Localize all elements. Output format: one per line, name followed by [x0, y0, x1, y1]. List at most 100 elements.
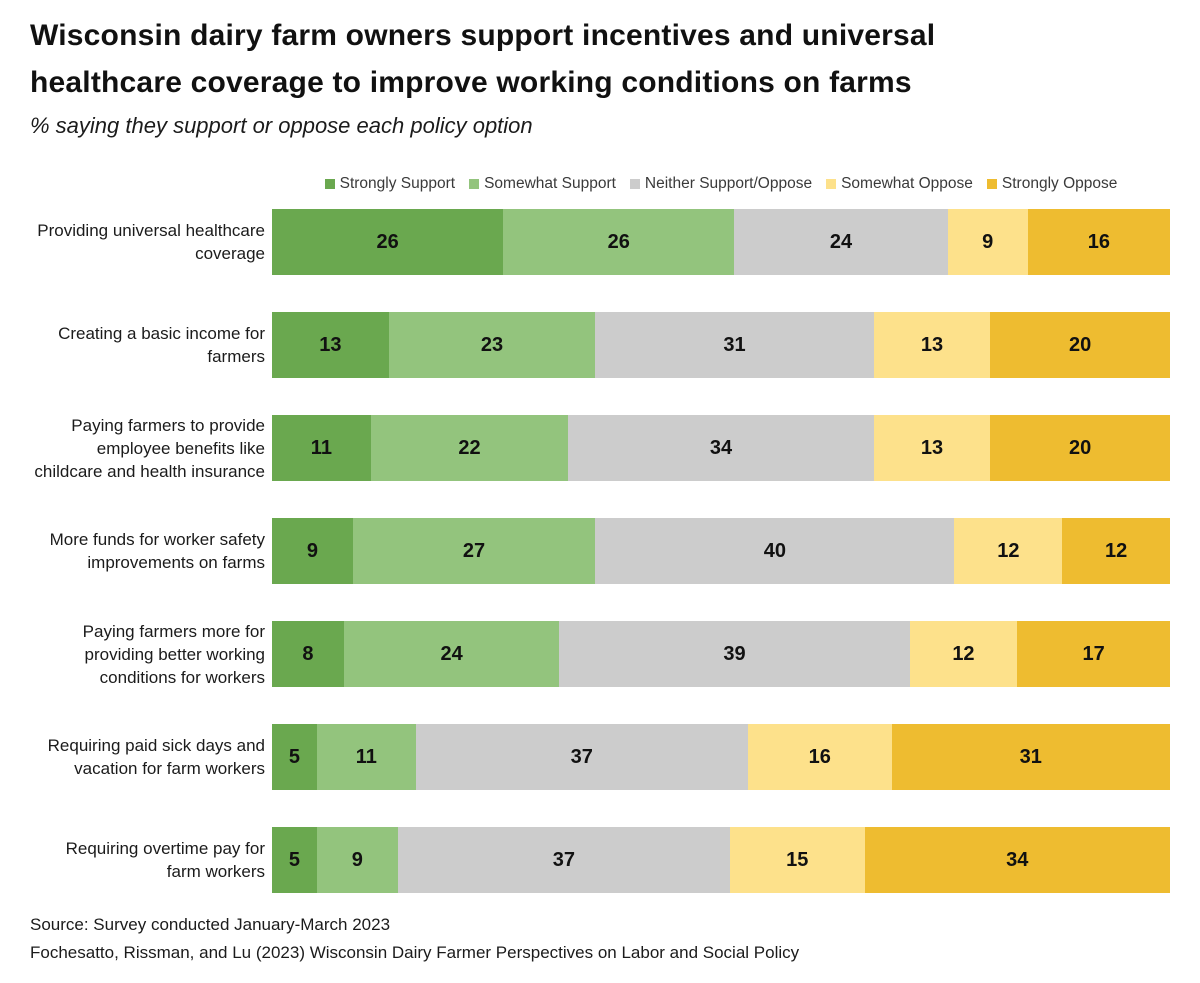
bar-segment: 8 [272, 621, 344, 687]
legend-swatch-icon [986, 179, 997, 189]
row-label: Providing universal healthcare coverage [37, 221, 265, 263]
stacked-bar: 5 11 37 16 31 [272, 724, 1170, 790]
segment-value: 12 [1104, 539, 1128, 562]
segment-value: 17 [1082, 642, 1105, 665]
chart-legend: Strongly Support Somewhat Support Neither … [272, 174, 1170, 194]
bar-segment: 24 [734, 209, 948, 275]
segment-value: 20 [1069, 333, 1092, 356]
legend-swatch-icon [324, 179, 335, 189]
bar-segment: 31 [595, 312, 874, 378]
bar-segment: 12 [1062, 518, 1170, 584]
bar-row: Creating a basic income for farmers 13 23 3… [30, 312, 1170, 378]
bar-row: Requiring paid sick days and vacation fo… [30, 724, 1170, 790]
segment-value: 26 [607, 230, 630, 253]
title-line-1: Wisconsin dairy farm owners support ince… [30, 19, 936, 52]
bar-row: Paying farmers to provide employee benef… [30, 415, 1170, 481]
legend-item: Neither Support/Oppose [629, 175, 813, 193]
stacked-bar: 8 24 39 12 17 [272, 621, 1170, 687]
segment-value: 23 [480, 333, 504, 356]
row-label: Creating a basic income for farmers [58, 324, 265, 366]
legend-swatch-icon [629, 179, 640, 189]
segment-value: 13 [920, 436, 944, 459]
legend-label: Neither Support/Oppose [644, 175, 813, 192]
segment-value: 5 [288, 848, 300, 871]
segment-value: 16 [808, 745, 831, 768]
legend-label: Strongly Oppose [1001, 175, 1118, 192]
segment-value: 9 [306, 539, 318, 562]
segment-value: 37 [552, 848, 575, 871]
legend-label: Somewhat Oppose [841, 175, 973, 192]
bar-segment: 24 [343, 621, 560, 687]
page-title: Wisconsin dairy farm owners support ince… [30, 12, 1170, 106]
legend-label: Strongly Support [339, 175, 456, 192]
bar-segment: 34 [864, 827, 1170, 893]
source-line-1: Source: Survey conducted January-March 2… [30, 915, 391, 934]
row-label: Requiring overtime pay for farm workers [65, 839, 265, 881]
bar-segment: 11 [272, 415, 371, 481]
segment-value: 34 [709, 436, 733, 459]
segment-value: 31 [723, 333, 746, 356]
segment-value: 11 [310, 436, 332, 459]
bar-segment: 16 [747, 724, 892, 790]
bar-segment: 12 [954, 518, 1063, 584]
segment-value: 24 [440, 642, 463, 665]
stacked-bar: 11 22 34 13 20 [272, 415, 1170, 481]
bar-segment: 39 [559, 621, 910, 687]
segment-value: 12 [952, 642, 975, 665]
legend-item: Somewhat Support [469, 175, 616, 193]
segment-value: 27 [462, 539, 486, 562]
legend-item: Strongly Support [324, 175, 456, 193]
bar-segment: 34 [568, 415, 874, 481]
bar-rows: Providing universal healthcare coverage 2… [30, 209, 1170, 893]
segment-value: 24 [829, 230, 853, 253]
legend-label: Somewhat Support [484, 175, 616, 192]
stacked-bar: 26 26 24 9 16 [272, 209, 1170, 275]
stacked-bar: 5 9 37 15 34 [272, 827, 1170, 893]
bar-segment: 17 [1017, 621, 1170, 687]
legend-item: Strongly Oppose [986, 175, 1118, 193]
segment-value: 20 [1069, 436, 1092, 459]
row-label: Paying farmers to provide employee benef… [34, 415, 265, 481]
segment-value: 15 [786, 848, 809, 871]
bar-segment: 37 [415, 724, 748, 790]
segment-value: 31 [1019, 745, 1042, 768]
row-label: More funds for worker safety improvement… [49, 530, 265, 572]
bar-segment: 9 [947, 209, 1028, 275]
bar-row: Providing universal healthcare coverage 2… [30, 209, 1170, 275]
bar-segment: 11 [316, 724, 416, 790]
bar-segment: 13 [272, 312, 389, 378]
segment-value: 12 [997, 539, 1020, 562]
bar-segment: 22 [370, 415, 569, 481]
bar-segment: 37 [397, 827, 730, 893]
segment-value: 22 [458, 436, 481, 459]
chart-subtitle: % saying they support or oppose each pol… [30, 113, 533, 138]
legend-swatch-icon [469, 179, 480, 189]
bar-row: Paying farmers more for providing better… [30, 621, 1170, 687]
segment-value: 8 [302, 642, 314, 665]
bar-segment: 26 [272, 209, 504, 275]
title-line-2: healthcare coverage to improve working c… [30, 66, 912, 99]
bar-segment: 5 [272, 724, 317, 790]
segment-value: 11 [355, 745, 377, 768]
segment-value: 26 [376, 230, 399, 253]
bar-segment: 9 [272, 518, 353, 584]
bar-segment: 5 [272, 827, 317, 893]
segment-value: 9 [982, 230, 994, 253]
bar-segment: 20 [990, 415, 1170, 481]
bar-segment: 9 [316, 827, 398, 893]
row-label: Requiring paid sick days and vacation fo… [47, 736, 265, 778]
source-note: Source: Survey conducted January-March 2… [30, 911, 1170, 967]
stacked-bar: 13 23 31 13 20 [272, 312, 1170, 378]
bar-row: Requiring overtime pay for farm workers 5… [30, 827, 1170, 893]
bar-segment: 20 [990, 312, 1170, 378]
bar-segment: 16 [1027, 209, 1170, 275]
row-label: Paying farmers more for providing better… [82, 621, 265, 687]
bar-segment: 15 [729, 827, 865, 893]
segment-value: 37 [570, 745, 593, 768]
segment-value: 40 [763, 539, 786, 562]
bar-segment: 12 [909, 621, 1018, 687]
segment-value: 9 [351, 848, 363, 871]
segment-value: 39 [723, 642, 746, 665]
legend-item: Somewhat Oppose [826, 175, 973, 193]
stacked-bar: 9 27 40 12 12 [272, 518, 1170, 584]
